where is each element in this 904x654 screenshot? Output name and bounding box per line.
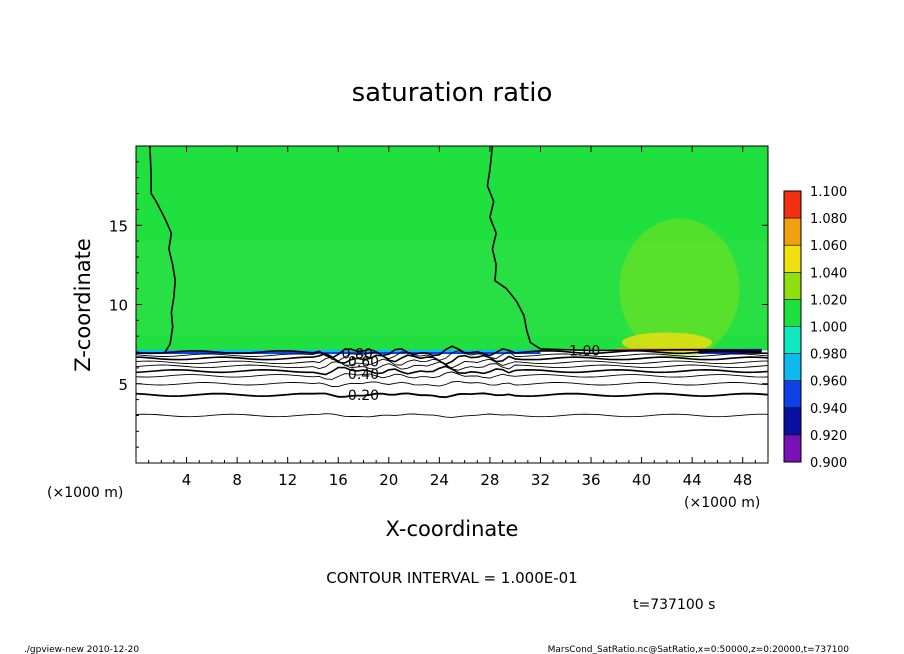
x-tick-label: 40 [632, 471, 651, 489]
x-unit-right: (×1000 m) [684, 495, 760, 511]
footer-left: ./gpview-new 2010-12-20 [24, 645, 139, 654]
contour-line [136, 356, 768, 369]
x-axis-label: X-coordinate [386, 517, 519, 541]
colorbar-label: 0.980 [810, 348, 847, 363]
colorbar-swatch [784, 326, 801, 354]
colorbar-swatch [784, 299, 801, 327]
contour-label: 0.60 [348, 355, 379, 371]
contour-label: 1.00 [569, 343, 600, 359]
field-band-cyan [136, 349, 541, 353]
field-patch-high [619, 218, 740, 359]
contour-label: 0.20 [348, 388, 379, 404]
contour-labels: 0.20 0.400.600.80 1.00 [342, 343, 601, 403]
x-tick-label: 32 [531, 471, 550, 489]
contour-line [136, 350, 768, 362]
y-tick-label: 5 [118, 376, 128, 394]
contour-line [136, 371, 768, 380]
colorbar-label: 0.920 [810, 429, 847, 444]
colorbar-swatch [784, 434, 801, 462]
colorbar-swatch [784, 407, 801, 435]
contour-line-unity [149, 146, 177, 353]
footer-right: MarsCond_SatRatio.nc@SatRatio,x=0:50000,… [548, 645, 850, 654]
field-band-mid [136, 241, 768, 337]
colorbar-label: 1.040 [810, 266, 847, 281]
x-unit-left: (×1000 m) [47, 485, 123, 501]
y-axis-label: Z-coordinate [71, 238, 95, 372]
time-stamp: t=737100 s [633, 597, 715, 613]
contour-line [136, 352, 768, 366]
contour-label: 0.40 [348, 367, 379, 383]
y-tick-label: 15 [109, 217, 128, 235]
x-tick-label: 24 [430, 471, 449, 489]
colorbar-label: 0.960 [810, 375, 847, 390]
colorbar-label: 1.000 [810, 321, 847, 336]
y-tick-label: 10 [109, 297, 128, 315]
contour-line [136, 380, 768, 388]
x-tick-label: 8 [232, 471, 242, 489]
field-band-blue [136, 352, 541, 355]
colorbar-swatch [784, 380, 801, 408]
x-axis: 4 8 12 16 20 24 28 32 36 40 44 48 [148, 146, 756, 489]
colorbar-label: 1.080 [810, 212, 847, 227]
colorbar-swatch [784, 218, 801, 246]
x-tick-label: 20 [379, 471, 398, 489]
chart-title: saturation ratio [352, 78, 553, 108]
x-tick-label: 28 [480, 471, 499, 489]
contour-interval-note: CONTOUR INTERVAL = 1.000E-01 [326, 569, 577, 587]
colorbar: 0.900 0.920 0.940 0.960 0.980 1.000 1.020 1.040… [783, 185, 847, 471]
x-tick-label: 36 [581, 471, 600, 489]
contour-line [136, 345, 768, 359]
colorbar-swatch [784, 191, 801, 219]
contour-line [136, 361, 768, 371]
contour-label: 0.80 [342, 347, 373, 363]
contour-line-unity [486, 146, 762, 353]
x-tick-label: 44 [683, 471, 702, 489]
colorbar-label: 0.900 [810, 456, 847, 471]
x-tick-label: 48 [733, 471, 752, 489]
colorbar-label: 1.020 [810, 293, 847, 308]
colorbar-swatch [784, 353, 801, 381]
colorbar-swatch [784, 245, 801, 273]
colorbar-label: 1.100 [810, 185, 847, 200]
colorbar-swatch [784, 272, 801, 300]
x-tick-label: 16 [329, 471, 348, 489]
colorbar-label: 0.940 [810, 402, 847, 417]
colorbar-label: 1.060 [810, 239, 847, 254]
field-patch-yellow [621, 332, 712, 353]
contour-line [136, 392, 768, 399]
y-axis: 5 10 15 [109, 161, 768, 448]
x-tick-label: 4 [182, 471, 192, 489]
x-tick-label: 12 [278, 471, 297, 489]
plot-area [136, 146, 768, 463]
contour-line [136, 413, 768, 418]
